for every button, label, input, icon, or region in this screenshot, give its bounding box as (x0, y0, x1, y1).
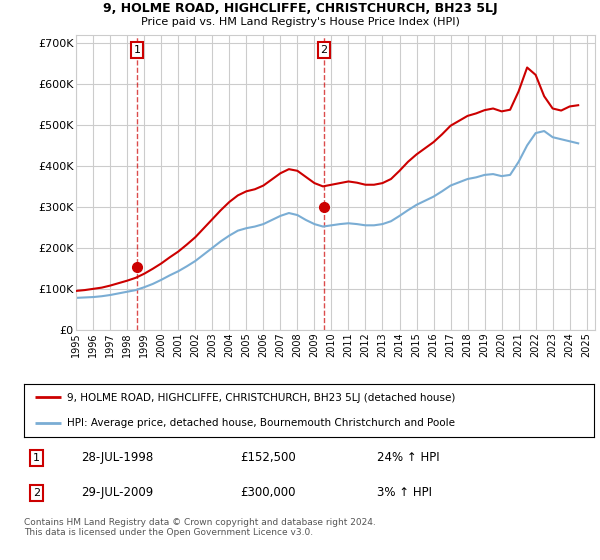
Text: 1: 1 (33, 453, 40, 463)
Text: 3% ↑ HPI: 3% ↑ HPI (377, 486, 433, 500)
Text: Contains HM Land Registry data © Crown copyright and database right 2024.
This d: Contains HM Land Registry data © Crown c… (24, 518, 376, 538)
Text: £152,500: £152,500 (241, 451, 296, 464)
Text: 2: 2 (33, 488, 40, 498)
Text: 29-JUL-2009: 29-JUL-2009 (81, 486, 153, 500)
Text: Price paid vs. HM Land Registry's House Price Index (HPI): Price paid vs. HM Land Registry's House … (140, 17, 460, 27)
Text: HPI: Average price, detached house, Bournemouth Christchurch and Poole: HPI: Average price, detached house, Bour… (67, 418, 455, 428)
Text: 1: 1 (133, 45, 140, 55)
Text: 2: 2 (320, 45, 328, 55)
Text: 9, HOLME ROAD, HIGHCLIFFE, CHRISTCHURCH, BH23 5LJ: 9, HOLME ROAD, HIGHCLIFFE, CHRISTCHURCH,… (103, 2, 497, 15)
Text: 9, HOLME ROAD, HIGHCLIFFE, CHRISTCHURCH, BH23 5LJ (detached house): 9, HOLME ROAD, HIGHCLIFFE, CHRISTCHURCH,… (67, 393, 455, 403)
Text: 28-JUL-1998: 28-JUL-1998 (81, 451, 153, 464)
Text: £300,000: £300,000 (241, 486, 296, 500)
Text: 24% ↑ HPI: 24% ↑ HPI (377, 451, 440, 464)
